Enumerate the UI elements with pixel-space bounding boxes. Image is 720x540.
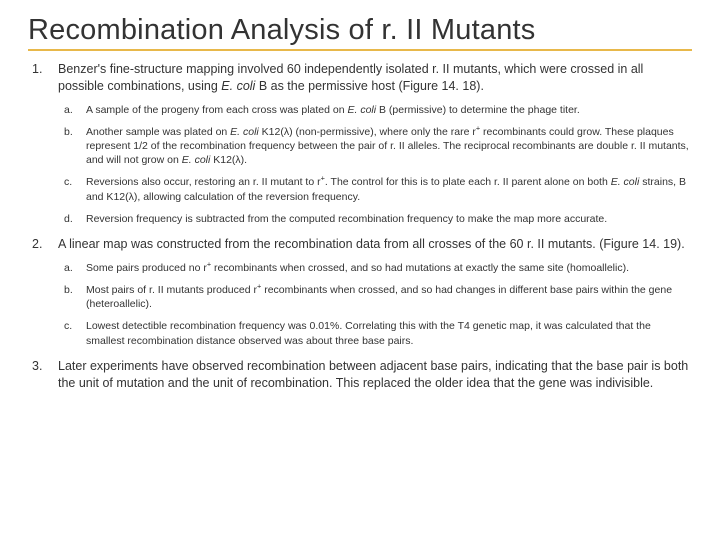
sub-item: Some pairs produced no r+ recombinants w… bbox=[58, 261, 692, 275]
sub-item: Most pairs of r. II mutants produced r+ … bbox=[58, 283, 692, 311]
sub-item: Reversion frequency is subtracted from t… bbox=[58, 212, 692, 226]
sub-item: Another sample was plated on E. coli K12… bbox=[58, 125, 692, 168]
sub-item: Reversions also occur, restoring an r. I… bbox=[58, 175, 692, 203]
sub-item: Lowest detectible recombination frequenc… bbox=[58, 319, 692, 347]
sub-list: A sample of the progeny from each cross … bbox=[58, 103, 692, 226]
item-text: A linear map was constructed from the re… bbox=[58, 237, 685, 251]
page-title: Recombination Analysis of r. II Mutants bbox=[28, 14, 692, 51]
item-text: Benzer's fine-structure mapping involved… bbox=[58, 62, 643, 93]
item-text: Later experiments have observed recombin… bbox=[58, 359, 688, 390]
list-item: Benzer's fine-structure mapping involved… bbox=[28, 61, 692, 226]
sub-item: A sample of the progeny from each cross … bbox=[58, 103, 692, 117]
sub-list: Some pairs produced no r+ recombinants w… bbox=[58, 261, 692, 348]
list-item: A linear map was constructed from the re… bbox=[28, 236, 692, 348]
list-item: Later experiments have observed recombin… bbox=[28, 358, 692, 392]
main-list: Benzer's fine-structure mapping involved… bbox=[28, 61, 692, 391]
